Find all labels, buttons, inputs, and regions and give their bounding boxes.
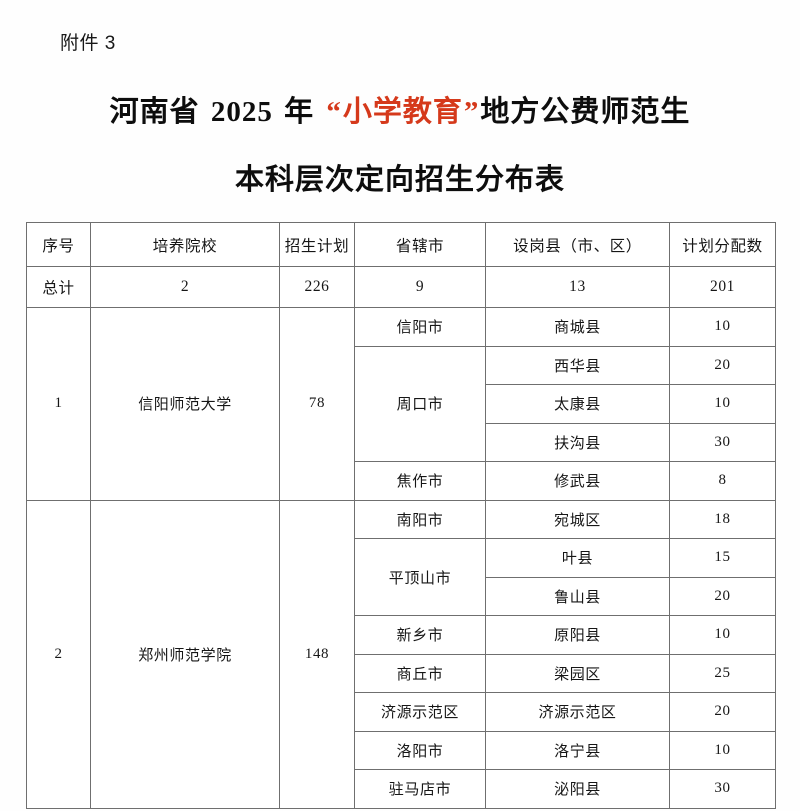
totals-cities: 9 xyxy=(354,266,486,308)
table-row: 太康县 10 xyxy=(27,384,776,424)
title-quote-close: ” xyxy=(463,96,480,128)
table-row: 2 郑州师范学院 148 南阳市 宛城区 18 xyxy=(26,499,776,809)
table-row: 济源示范区 济源示范区 20 xyxy=(27,692,776,732)
table-header-row: 序号 培养院校 招生计划 省辖市 设岗县（市、区） 计划分配数 xyxy=(26,222,776,267)
table-row: 商丘市 梁园区 25 xyxy=(27,653,776,693)
title-quote-open: “ xyxy=(326,96,342,128)
cell-school-name: 信阳师范大学 xyxy=(90,307,280,501)
cell-allocation: 10 xyxy=(669,307,776,347)
cell-allocation: 18 xyxy=(669,499,776,539)
title-province: 河南省 xyxy=(109,96,200,128)
column-header-school: 培养院校 xyxy=(90,222,280,267)
column-header-index: 序号 xyxy=(26,222,91,267)
cell-allocation: 20 xyxy=(669,692,776,732)
cell-group-index: 2 xyxy=(26,499,91,809)
table-row: 平顶山市 叶县 15 xyxy=(27,538,776,616)
cell-county: 商城县 xyxy=(485,307,670,347)
cell-city: 商丘市 xyxy=(354,653,486,693)
attachment-label: 附件 3 xyxy=(60,33,116,54)
cell-county: 太康县 xyxy=(485,384,670,424)
cell-allocation: 10 xyxy=(669,730,776,770)
cell-school-plan: 148 xyxy=(279,499,355,809)
table-row: 新乡市 原阳县 10 xyxy=(27,615,776,655)
cell-school-name: 郑州师范学院 xyxy=(90,499,280,809)
table-row: 洛阳市 洛宁县 10 xyxy=(27,730,776,770)
column-header-plan: 招生计划 xyxy=(279,222,355,267)
page-title: 河南省 2025 年 “小学教育”地方公费师范生 本科层次定向招生分布表 xyxy=(0,78,800,214)
cell-city: 焦作市 xyxy=(354,461,486,501)
totals-row: 总计 2 226 9 13 201 xyxy=(26,266,776,308)
column-header-city: 省辖市 xyxy=(354,222,486,267)
totals-plan: 226 xyxy=(279,266,355,308)
table-row: 驻马店市 泌阳县 30 xyxy=(27,769,776,809)
cell-county: 修武县 xyxy=(485,461,670,501)
table-row: 周口市 西华县 20 xyxy=(27,345,776,462)
table-row: 焦作市 修武县 8 xyxy=(27,461,776,501)
cell-county: 宛城区 xyxy=(485,499,670,539)
totals-counties: 13 xyxy=(485,266,670,308)
totals-allocation: 201 xyxy=(669,266,776,308)
cell-county: 叶县 xyxy=(485,538,670,578)
table-header: 序号 培养院校 招生计划 省辖市 设岗县（市、区） 计划分配数 xyxy=(26,222,776,267)
cell-allocation: 30 xyxy=(669,422,776,462)
title-line-1: 河南省 2025 年 “小学教育”地方公费师范生 xyxy=(0,78,800,146)
cell-city: 洛阳市 xyxy=(354,730,486,770)
cell-city: 信阳市 xyxy=(354,307,486,347)
cell-allocation: 20 xyxy=(669,345,776,385)
cell-city: 南阳市 xyxy=(354,499,486,539)
cell-county: 西华县 xyxy=(485,345,670,385)
cell-allocation: 10 xyxy=(669,615,776,655)
cell-county: 原阳县 xyxy=(485,615,670,655)
cell-city: 驻马店市 xyxy=(354,769,486,809)
cell-city: 平顶山市 xyxy=(354,538,486,616)
cell-county: 洛宁县 xyxy=(485,730,670,770)
title-highlight: 小学教育 xyxy=(342,96,463,128)
cell-allocation: 25 xyxy=(669,653,776,693)
cell-county: 梁园区 xyxy=(485,653,670,693)
title-year-unit: 年 xyxy=(284,96,315,128)
title-subject: 地方公费师范生 xyxy=(480,96,691,128)
title-line-2: 本科层次定向招生分布表 xyxy=(234,164,565,196)
column-header-allocation: 计划分配数 xyxy=(669,222,776,267)
title-year: 2025 xyxy=(210,96,273,128)
distribution-table-wrap: 序号 培养院校 招生计划 省辖市 设岗县（市、区） 计划分配数 总计 2 226… xyxy=(26,222,776,809)
totals-schools: 2 xyxy=(90,266,280,308)
cell-city: 周口市 xyxy=(354,345,486,462)
column-header-county: 设岗县（市、区） xyxy=(485,222,670,267)
cell-city: 新乡市 xyxy=(354,615,486,655)
cell-allocation: 15 xyxy=(669,538,776,578)
distribution-table: 序号 培养院校 招生计划 省辖市 设岗县（市、区） 计划分配数 总计 2 226… xyxy=(26,222,776,809)
cell-county: 鲁山县 xyxy=(485,576,670,616)
table-body: 总计 2 226 9 13 201 1 信阳师范大学 78 信阳市 商城县 10 周口市 西华… xyxy=(26,266,776,809)
cell-county: 济源示范区 xyxy=(485,692,670,732)
totals-label: 总计 xyxy=(26,266,91,308)
cell-allocation: 30 xyxy=(669,769,776,809)
table-row: 扶沟县 30 xyxy=(27,422,776,462)
table-row: 1 信阳师范大学 78 信阳市 商城县 10 xyxy=(26,307,776,501)
cell-county: 扶沟县 xyxy=(485,422,670,462)
cell-school-plan: 78 xyxy=(279,307,355,501)
cell-allocation: 20 xyxy=(669,576,776,616)
cell-county: 泌阳县 xyxy=(485,769,670,809)
cell-city: 济源示范区 xyxy=(354,692,486,732)
cell-allocation: 10 xyxy=(669,384,776,424)
cell-group-index: 1 xyxy=(26,307,91,501)
cell-allocation: 8 xyxy=(669,461,776,501)
